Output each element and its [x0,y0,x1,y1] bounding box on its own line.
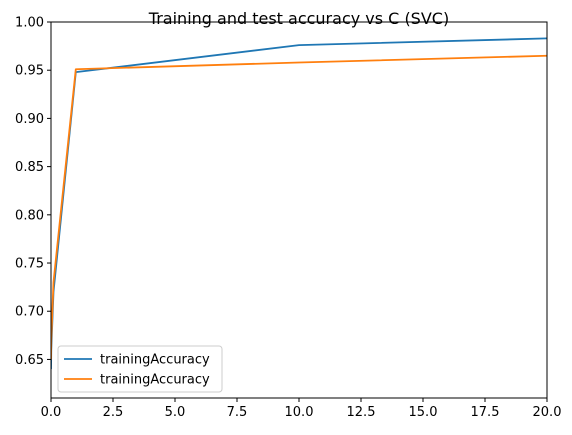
legend: trainingAccuracy trainingAccuracy [57,345,223,393]
y-tick-label: 0.75 [15,257,44,272]
y-tick-label: 0.90 [15,112,44,127]
x-tick-label: 0.0 [41,405,62,420]
y-tick-label: 1.00 [15,16,44,31]
x-tick-label: 5.0 [165,405,186,420]
x-tick-label: 7.5 [227,405,248,420]
legend-label-1: trainingAccuracy [100,373,210,388]
x-tick-label: 10.0 [285,405,314,420]
legend-label-0: trainingAccuracy [100,353,210,368]
series-line-0 [51,37,547,370]
y-tick-label: 0.95 [15,64,44,79]
x-tick-label: 2.5 [103,405,124,420]
x-tick-label: 20.0 [533,405,562,420]
series-line-1 [51,54,547,360]
legend-box [57,345,223,393]
x-tick-label: 12.5 [347,405,376,420]
x-tick-label: 15.0 [409,405,438,420]
y-tick-label: 0.80 [15,208,44,223]
y-tick-label: 0.70 [15,305,44,320]
x-tick-label: 17.5 [471,405,500,420]
plot-frame [50,21,548,399]
y-tick-label: 0.85 [15,160,44,175]
y-tick-label: 0.65 [15,353,44,368]
chart-title: Training and test accuracy vs C (SVC) [148,9,449,28]
